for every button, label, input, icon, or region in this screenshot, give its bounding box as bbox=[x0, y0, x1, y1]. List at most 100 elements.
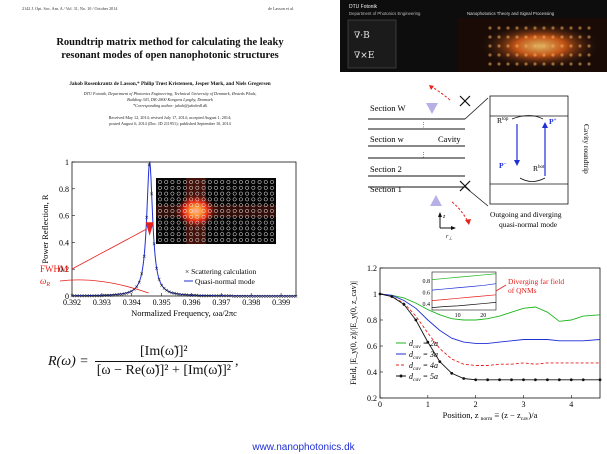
crystal-hole bbox=[164, 197, 169, 202]
crystal-hole bbox=[189, 232, 194, 237]
y-axis-label: Field, |E_y(0, z)|/|E_y(0, z_cav)| bbox=[349, 281, 358, 385]
journal-header: 2142 J. Opt. Soc. Am. A / Vol. 31, No. 1… bbox=[22, 6, 118, 11]
crystal-hole bbox=[164, 209, 169, 213]
outgoing-wave-top bbox=[429, 85, 451, 101]
crystal-hole bbox=[251, 232, 256, 237]
y-tick-label: 0.8 bbox=[367, 316, 377, 325]
banner-dot bbox=[515, 35, 519, 39]
crystal-hole bbox=[195, 185, 200, 190]
crystal-hole bbox=[220, 180, 225, 184]
crystal-hole bbox=[195, 191, 200, 196]
scattering-marker: × bbox=[105, 293, 109, 299]
crystal-hole bbox=[176, 180, 181, 184]
scattering-marker: × bbox=[125, 291, 129, 297]
scattering-marker: × bbox=[214, 294, 218, 300]
crystal-hole bbox=[164, 220, 169, 225]
crystal-hole bbox=[232, 197, 237, 202]
crystal-hole bbox=[207, 214, 212, 219]
crystal-hole bbox=[182, 197, 187, 202]
scattering-marker: × bbox=[192, 293, 196, 299]
crystal-hole bbox=[238, 180, 243, 184]
field-chart: 0 1 2 3 4 0.2 0.4 0.6 0.8 1 1.2 Position, z norm ≡ … bbox=[349, 264, 602, 422]
banner-dot bbox=[497, 26, 501, 30]
crystal-hole bbox=[263, 238, 268, 242]
crystal-hole bbox=[195, 232, 200, 237]
x-tick-label: 0.399 bbox=[272, 298, 290, 307]
scattering-marker: × bbox=[202, 293, 206, 299]
scattering-marker: × bbox=[87, 294, 91, 300]
crystal-hole bbox=[182, 191, 187, 196]
crystal-hole bbox=[207, 226, 212, 231]
crystal-hole bbox=[182, 238, 187, 242]
crystal-hole bbox=[170, 209, 175, 213]
P-plus-label: P+ bbox=[549, 117, 557, 126]
crystal-hole bbox=[263, 209, 268, 213]
scattering-marker: × bbox=[294, 294, 298, 300]
crystal-hole bbox=[176, 209, 181, 213]
website-link[interactable]: www.nanophotonics.dk bbox=[252, 442, 355, 453]
series-marker bbox=[522, 378, 525, 382]
crystal-hole bbox=[170, 203, 175, 208]
crystal-hole bbox=[257, 209, 262, 213]
scattering-marker: × bbox=[169, 291, 173, 297]
crystal-hole bbox=[189, 191, 194, 196]
banner-dot bbox=[551, 44, 555, 48]
series-marker bbox=[402, 303, 406, 306]
banner-dot bbox=[524, 35, 528, 39]
banner-dot bbox=[587, 26, 591, 30]
scattering-marker: × bbox=[204, 293, 208, 299]
plot-frame bbox=[71, 161, 297, 297]
crystal-hole bbox=[214, 226, 218, 231]
banner-dot bbox=[488, 53, 492, 57]
scattering-marker: × bbox=[229, 294, 233, 300]
crystal-hole bbox=[238, 185, 243, 190]
series-marker bbox=[545, 378, 549, 382]
crystal-hole bbox=[232, 180, 237, 184]
crystal-hole bbox=[164, 226, 169, 231]
crystal-hole bbox=[263, 185, 268, 190]
R-bot-label: Rbot bbox=[533, 164, 545, 173]
banner-dot bbox=[515, 44, 519, 48]
series-marker bbox=[581, 378, 585, 382]
crystal-hole bbox=[263, 180, 268, 184]
inset-y-tick-label: 0.6 bbox=[423, 290, 431, 296]
crystal-hole bbox=[201, 180, 206, 184]
scattering-marker: × bbox=[227, 294, 231, 300]
crystal-hole bbox=[238, 197, 243, 202]
crystal-hole bbox=[201, 185, 206, 190]
crystal-hole bbox=[245, 238, 250, 242]
y-tick-label: 0.4 bbox=[367, 368, 377, 377]
x-tick-label: 0.398 bbox=[242, 298, 260, 307]
legend-label: dcav = 4a bbox=[409, 361, 438, 372]
banner-dot bbox=[515, 62, 519, 66]
crystal-hole bbox=[220, 209, 225, 213]
crystal-hole bbox=[257, 238, 262, 242]
crystal-hole bbox=[201, 220, 206, 225]
affiliation-line2: Building 343, DK-2800 Kongens Lyngby, De… bbox=[127, 97, 213, 102]
crystal-hole bbox=[245, 197, 250, 202]
scattering-marker: × bbox=[179, 292, 183, 298]
banner-dot bbox=[551, 53, 555, 57]
crystal-hole bbox=[257, 180, 262, 184]
series-marker bbox=[438, 360, 442, 363]
banner-dot bbox=[506, 35, 510, 39]
banner-dot bbox=[506, 53, 510, 57]
crystal-hole bbox=[220, 226, 225, 231]
x-tick-label: 4 bbox=[569, 400, 573, 409]
banner-dot bbox=[506, 26, 510, 30]
crystal-hole bbox=[158, 209, 162, 213]
scattering-marker: × bbox=[120, 292, 124, 298]
formula-lhs: R(ω) = bbox=[48, 353, 89, 369]
crystal-hole bbox=[251, 209, 256, 213]
crystal-hole bbox=[158, 214, 162, 219]
ellipsis-dots-1: ⋮ bbox=[420, 121, 427, 129]
crystal-hole bbox=[238, 232, 243, 237]
scattering-marker: × bbox=[291, 294, 295, 300]
section-W-label: Section W bbox=[370, 103, 406, 113]
banner-dot bbox=[551, 62, 555, 66]
crystal-hole bbox=[214, 191, 218, 196]
scattering-marker: × bbox=[97, 293, 101, 299]
scattering-marker: × bbox=[281, 294, 285, 300]
crystal-hole bbox=[220, 232, 225, 237]
crystal-hole bbox=[263, 220, 268, 225]
